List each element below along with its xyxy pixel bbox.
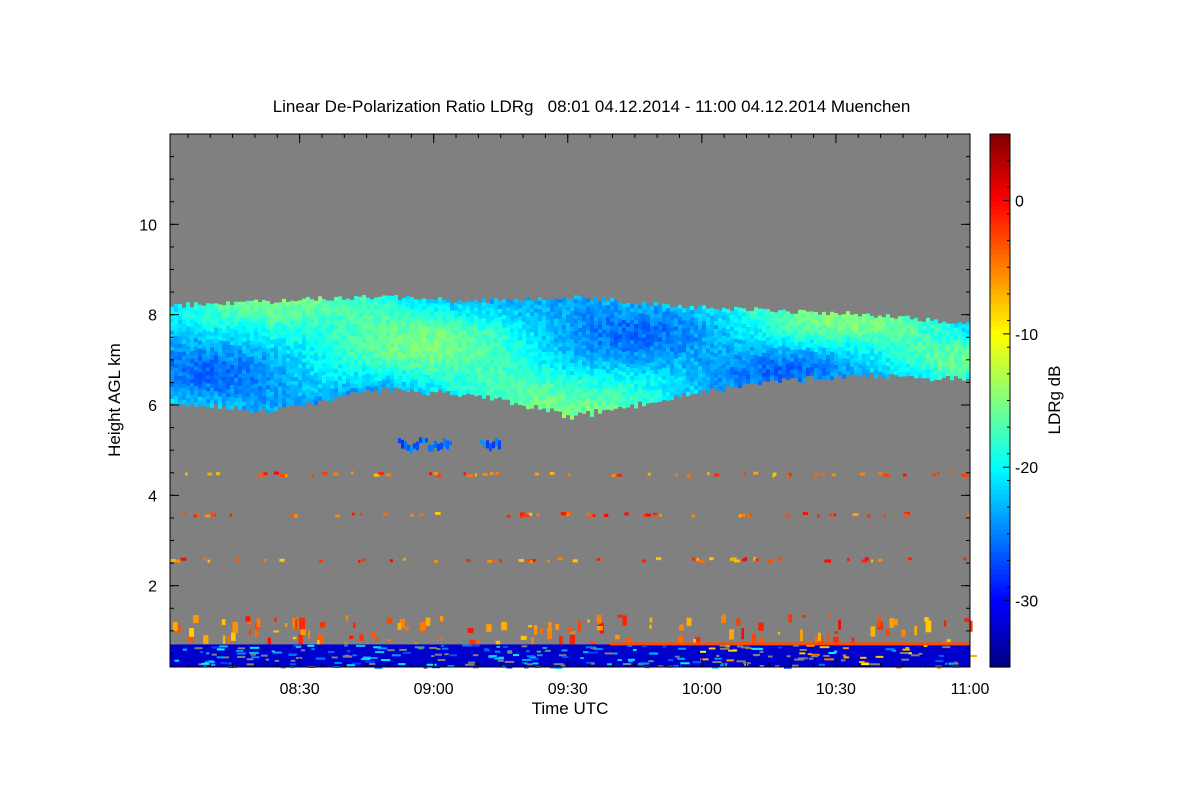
plot-frame	[169, 133, 971, 668]
x-tick-label: 09:30	[548, 681, 588, 698]
y-tick-label: 4	[148, 488, 157, 505]
x-tick-label: 09:00	[414, 681, 454, 698]
y-axis-label: Height AGL km	[105, 343, 124, 457]
x-tick-label: 11:00	[951, 681, 990, 698]
y-axis: 2 4 6 8 10	[139, 133, 970, 654]
colorbar-label: LDRg dB	[1045, 366, 1064, 435]
x-tick-label: 08:30	[280, 681, 320, 698]
colorbar-tick-label: -10	[1015, 327, 1038, 344]
x-axis: 08:30 09:00 09:30 10:00 10:30 11:00	[187, 134, 990, 698]
x-axis-label: Time UTC	[532, 699, 609, 718]
y-tick-label: 2	[148, 579, 157, 596]
near-surface-layer	[170, 642, 977, 669]
y-tick-label: 10	[139, 217, 157, 234]
x-tick-label: 10:30	[816, 681, 856, 698]
y-tick-label: 8	[148, 308, 157, 325]
chart-title: Linear De-Polarization Ratio LDRg 08:01 …	[272, 97, 911, 116]
cirrus-layer	[170, 294, 970, 420]
small-patches	[398, 437, 501, 454]
colorbar: 0 -10 -20 -30	[989, 133, 1038, 668]
plot-area	[169, 133, 977, 669]
y-tick-label: 6	[148, 398, 157, 415]
colorbar-tick-label: 0	[1015, 194, 1024, 211]
x-tick-label: 10:00	[682, 681, 722, 698]
colorbar-tick-label: -20	[1015, 460, 1038, 477]
colorbar-tick-label: -30	[1015, 593, 1038, 610]
